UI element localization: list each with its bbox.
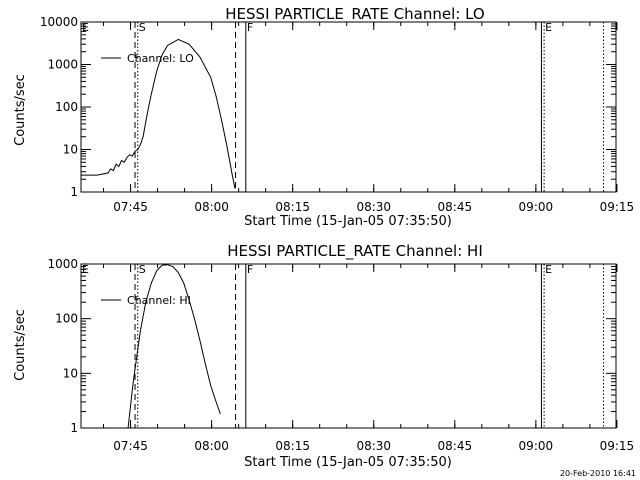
- x-tick-label-lo: 08:00: [194, 200, 229, 214]
- panel-lo: 1 10 100 1000 10000 07:45 08:00 08:15 08:30 08:45…: [40, 15, 634, 214]
- y-tick-label-lo: 10000: [40, 15, 78, 29]
- event-marker-label-e-lo: E: [82, 21, 89, 34]
- panel-hi: 1 10 100 1000 07:45 08:00 08:15 08:30 08:45 09:00…: [47, 257, 634, 453]
- event-marker-label-e-hi: E: [545, 263, 552, 276]
- legend-label-hi: Channel: HI: [127, 294, 191, 307]
- legend-label-lo: Channel: LO: [127, 52, 194, 65]
- x-tick-label-lo: 08:45: [438, 200, 473, 214]
- series-line-lo: [81, 38, 236, 189]
- plot-timestamp: 20-Feb-2010 16:41: [560, 469, 636, 478]
- event-marker-label-s-hi: S: [139, 263, 146, 276]
- x-tick-label-hi: 09:00: [519, 439, 554, 453]
- event-marker-label-f-lo: F: [247, 21, 253, 34]
- x-tick-label-lo: 07:45: [113, 200, 148, 214]
- y-tick-label-lo: 100: [55, 100, 78, 114]
- chart-title-lo: HESSI PARTICLE_RATE Channel: LO: [225, 5, 484, 24]
- x-axis-label-hi: Start Time (15-Jan-05 07:35:50): [244, 455, 452, 470]
- y-axis-label-lo: Counts/sec: [13, 74, 28, 146]
- x-tick-label-lo: 08:15: [275, 200, 310, 214]
- x-axis-label-lo: Start Time (15-Jan-05 07:35:50): [244, 214, 452, 229]
- event-marker-label-e-hi: E: [82, 263, 89, 276]
- y-tick-label-lo: 10: [63, 143, 78, 157]
- plot-frame-hi: [80, 263, 617, 429]
- chart-title-hi: HESSI PARTICLE_RATE Channel: HI: [227, 242, 483, 261]
- event-marker-label-e-lo: E: [545, 21, 552, 34]
- y-tick-label-hi: 10: [63, 366, 78, 380]
- y-tick-label-lo: 1000: [47, 58, 78, 72]
- x-tick-label-lo: 09:00: [519, 200, 554, 214]
- x-tick-label-hi: 08:00: [194, 439, 229, 453]
- x-tick-label-hi: 08:30: [356, 439, 391, 453]
- x-tick-label-hi: 09:15: [600, 439, 635, 453]
- y-tick-label-hi: 1: [70, 421, 78, 435]
- event-marker-label-f-hi: F: [247, 263, 253, 276]
- x-tick-label-lo: 09:15: [600, 200, 635, 214]
- x-tick-label-hi: 08:15: [275, 439, 310, 453]
- series-line-hi: [127, 264, 221, 428]
- x-tick-label-lo: 08:30: [356, 200, 391, 214]
- x-tick-label-hi: 08:45: [438, 439, 473, 453]
- y-tick-label-hi: 100: [55, 312, 78, 326]
- y-axis-label-hi: Counts/sec: [13, 309, 28, 381]
- y-tick-label-lo: 1: [70, 185, 78, 199]
- event-marker-label-s-lo: S: [139, 21, 146, 34]
- y-tick-label-hi: 1000: [47, 257, 78, 271]
- plot-frame-lo: [80, 21, 617, 193]
- x-tick-label-hi: 07:45: [113, 439, 148, 453]
